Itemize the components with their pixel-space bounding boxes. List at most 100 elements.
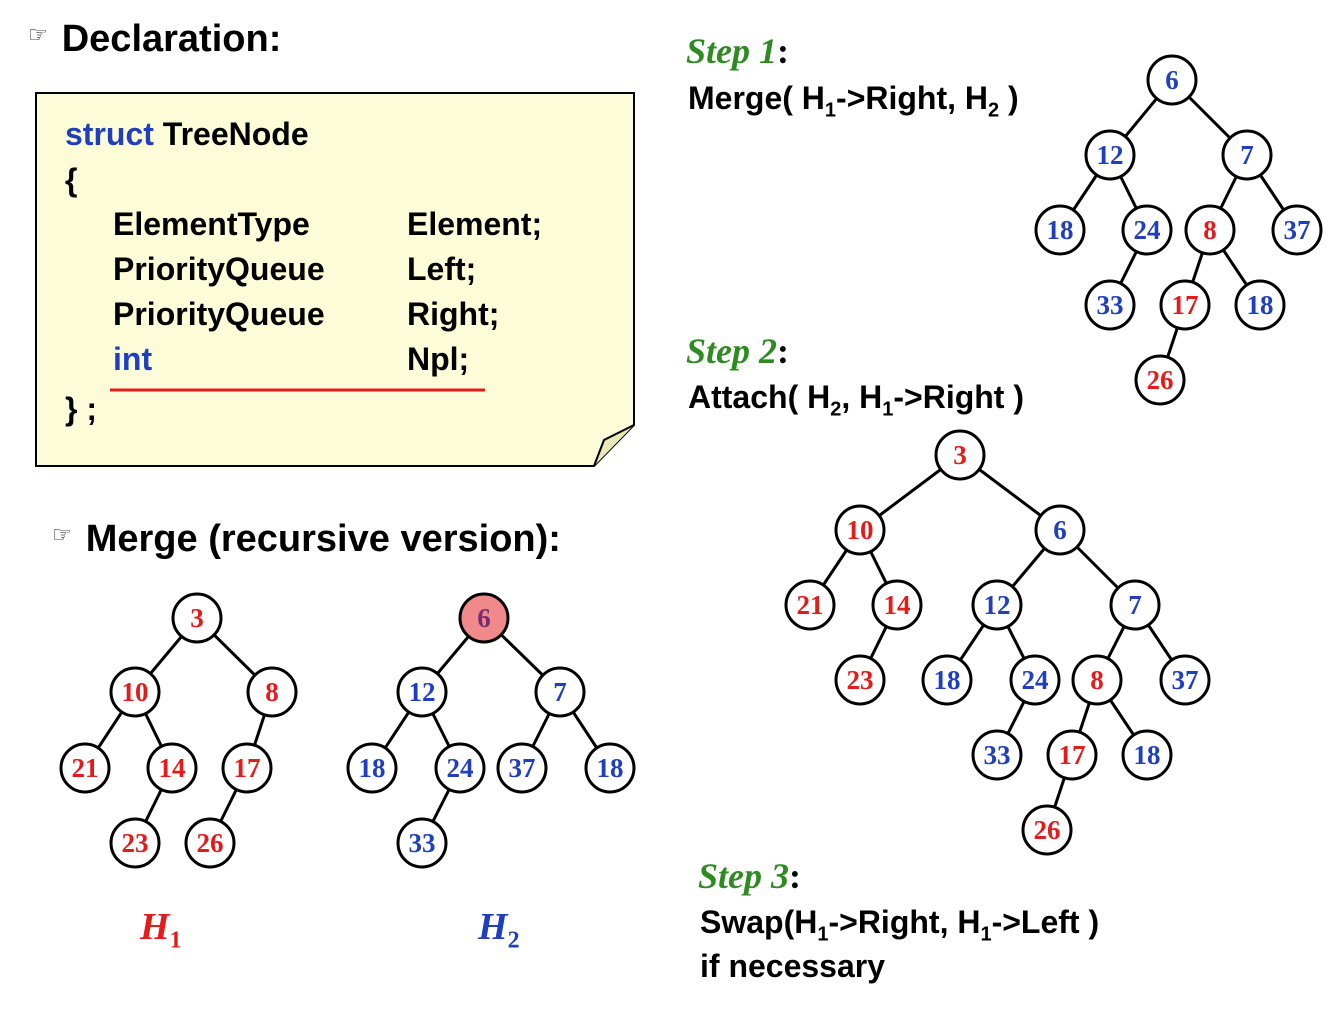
field-type-3: int [113, 341, 153, 377]
h2-label: H2 [478, 905, 520, 955]
node-circle [834, 504, 886, 556]
code-line-struct: struct TreeNode [65, 116, 309, 153]
step3-sub1: 1 [817, 923, 829, 946]
note-curl [593, 424, 635, 467]
node-circle [1121, 729, 1173, 781]
node-label: 18 [597, 753, 624, 783]
declaration-heading: ☞ Declaration: [28, 18, 281, 61]
node-label: 6 [477, 603, 491, 633]
node-circle [1034, 204, 1086, 256]
node-label: 8 [1203, 215, 1217, 245]
node-label: 6 [1165, 65, 1179, 95]
node-label: 7 [553, 677, 567, 707]
node-circle [221, 742, 273, 794]
step2-pre: Attach( H [688, 379, 831, 415]
tree-node: 24 [1121, 204, 1173, 256]
tree-node: 37 [1159, 654, 1211, 706]
node-circle [921, 654, 973, 706]
tree-node: 26 [1021, 804, 1073, 856]
tree-node: 7 [1109, 579, 1161, 631]
field-name-1: Left; [407, 251, 477, 287]
tree-node: 14 [146, 742, 198, 794]
node-label: 26 [197, 828, 224, 858]
step1-tree: 6 12 7 18 24 8 37 33 17 18 26 [1034, 54, 1323, 406]
tree-node: 7 [1221, 129, 1273, 181]
node-label: 10 [847, 515, 874, 545]
node-label: 10 [122, 677, 149, 707]
tree-node: 26 [1134, 354, 1186, 406]
node-circle [171, 592, 223, 644]
merge-heading: ☞ Merge (recursive version): [52, 518, 561, 561]
step1-title-text: Step 1 [686, 31, 778, 71]
node-label: 17 [1172, 290, 1199, 320]
node-label: 37 [509, 753, 536, 783]
node-circle [1159, 654, 1211, 706]
tree-node: 12 [1084, 129, 1136, 181]
tree-node: 37 [496, 742, 548, 794]
node-circle [1071, 654, 1123, 706]
step3-mid: ->Right, H [828, 904, 981, 940]
h1-letter: H [140, 906, 170, 948]
step2-post: ->Right ) [893, 379, 1024, 415]
tree-node: 8 [1071, 654, 1123, 706]
node-circle [1184, 204, 1236, 256]
tree-node: 17 [1159, 279, 1211, 331]
node-circle [184, 817, 236, 869]
step1-text: Merge( H1->Right, H2 ) [688, 80, 1019, 122]
tree-node: 18 [1034, 204, 1086, 256]
node-label: 37 [1284, 215, 1311, 245]
tree-node: 37 [1271, 204, 1323, 256]
h2-tree: 6 12 7 18 24 37 18 33 [346, 592, 636, 869]
merge-heading-text: Merge (recursive version): [85, 518, 561, 560]
node-label: 12 [984, 590, 1011, 620]
step2-title: Step 2: [686, 330, 789, 372]
node-circle [146, 742, 198, 794]
tree-node: 18 [1121, 729, 1173, 781]
node-circle [1084, 279, 1136, 331]
tree-node: 18 [346, 742, 398, 794]
node-label: 3 [953, 440, 967, 470]
step1-sub2: 2 [988, 99, 1000, 122]
node-label: 24 [1134, 215, 1161, 245]
tree-node: 7 [534, 666, 586, 718]
step3-pre: Swap(H [700, 904, 818, 940]
field-type-2: PriorityQueue [113, 296, 325, 332]
tree-node: 24 [434, 742, 486, 794]
tree-node: 33 [396, 817, 448, 869]
node-label: 33 [984, 740, 1011, 770]
node-label: 12 [409, 677, 436, 707]
node-label: 18 [934, 665, 961, 695]
node-label: 21 [72, 753, 99, 783]
node-circle [1221, 129, 1273, 181]
tree-node: 8 [1184, 204, 1236, 256]
node-label: 7 [1128, 590, 1142, 620]
node-circle [1234, 279, 1286, 331]
step2-text: Attach( H2, H1->Right ) [688, 379, 1024, 421]
node-circle [834, 654, 886, 706]
tree-node: 17 [221, 742, 273, 794]
node-label: 8 [1090, 665, 1104, 695]
node-circle [934, 429, 986, 481]
node-label: 26 [1147, 365, 1174, 395]
field-name-0: Element; [407, 206, 543, 242]
code-close: } ; [65, 391, 97, 427]
tree-node: 18 [921, 654, 973, 706]
step1-title: Step 1: [686, 30, 789, 72]
tree-node: 10 [109, 666, 161, 718]
tree-node: 14 [871, 579, 923, 631]
node-label: 8 [265, 677, 279, 707]
node-circle [109, 817, 161, 869]
tree-node: 3 [934, 429, 986, 481]
step1-post: ) [999, 80, 1019, 116]
field-name-2: Right; [407, 296, 500, 332]
step1-colon: : [777, 31, 790, 71]
tree-node: 23 [834, 654, 886, 706]
node-label: 7 [1240, 140, 1254, 170]
node-label: 3 [190, 603, 204, 633]
node-label: 33 [1097, 290, 1124, 320]
node-circle [434, 742, 486, 794]
node-circle [534, 666, 586, 718]
node-circle [1109, 579, 1161, 631]
node-label: 18 [1047, 215, 1074, 245]
